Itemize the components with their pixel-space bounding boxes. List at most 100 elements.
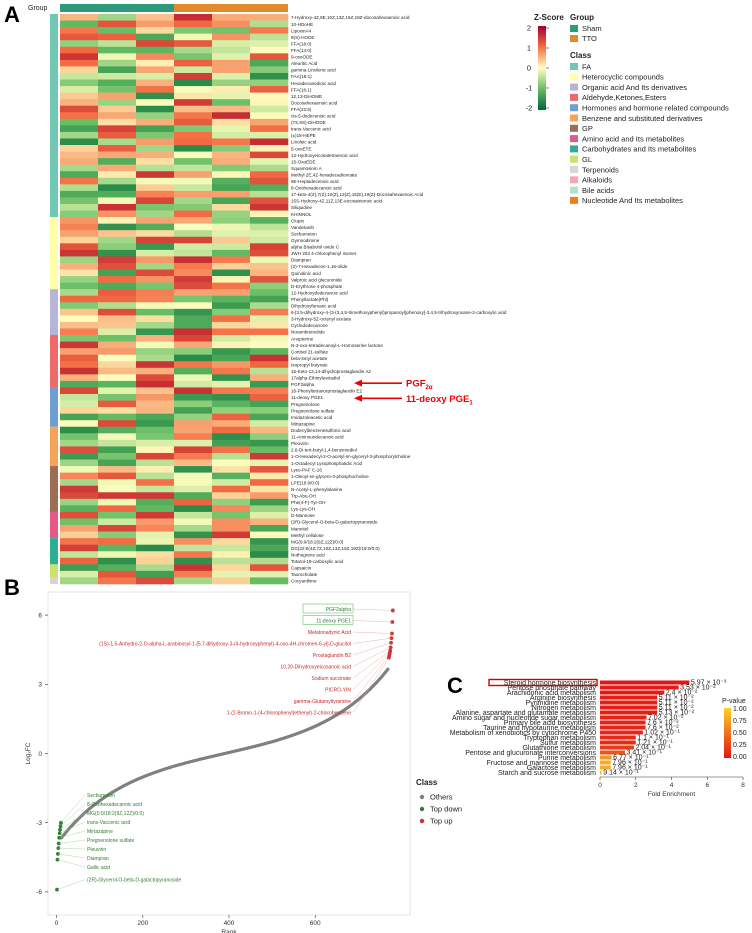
heatmap-cell (212, 125, 251, 133)
heatmap-cell (60, 177, 99, 185)
heatmap-cell (98, 92, 137, 100)
heatmap-cell (174, 439, 213, 447)
heatmap-cell (250, 525, 289, 532)
heatmap-row-label: Norambreinolide (291, 330, 325, 335)
class-legend-label: Carbohydrates and Its metabolites (582, 145, 696, 154)
pvalue-colorbar (724, 708, 731, 758)
heatmap-cell (250, 223, 289, 231)
colorbar-tick-label: 1 (527, 44, 531, 53)
heatmap-cell (136, 525, 175, 532)
heatmap-cell (174, 544, 213, 552)
heatmap-row-label: Valproic acid glucuronide (291, 277, 342, 282)
group-bar-cell (174, 4, 212, 12)
heatmap-cell (98, 177, 137, 185)
heatmap-cell (98, 79, 137, 87)
heatmap-cell (174, 59, 213, 67)
heatmap-cell (250, 177, 289, 185)
heatmap-row-label: Imidazoleacetic acid (291, 415, 333, 420)
heatmap-cell (136, 341, 175, 349)
heatmap-cell (212, 354, 251, 362)
pvalue-label: 2.04 × 10⁻¹ (635, 745, 671, 752)
heatmap-cell (174, 387, 213, 395)
heatmap-cell (98, 236, 137, 244)
heatmap-cell (212, 335, 251, 342)
heatmap-cell (174, 479, 213, 487)
heatmap-cell (174, 315, 213, 323)
heatmap-cell (212, 400, 251, 408)
heatmap-cell (98, 367, 137, 375)
heatmap-cell (60, 72, 99, 80)
heatmap-cell (136, 112, 175, 120)
heatmap-highlight-arrows: PGF2α 11-deoxy PGE1 (354, 379, 473, 406)
heatmap-cell (212, 46, 251, 54)
top-up-leader (352, 655, 390, 702)
y-tick-label: -6 (36, 889, 42, 896)
heatmap-cell (136, 511, 175, 519)
heatmap-cell (212, 256, 251, 264)
top-down-label: Diampran (87, 856, 109, 862)
heatmap-cell (98, 511, 137, 519)
heatmap-cell (174, 145, 213, 152)
heatmap-cell (136, 171, 175, 179)
heatmap-cell (136, 302, 175, 310)
heatmap-cell (174, 348, 213, 355)
top-up-leader (352, 657, 390, 713)
heatmap-cell (212, 544, 251, 552)
heatmap-cell (250, 171, 289, 179)
enrichment-bar (600, 765, 611, 770)
pvalue-label: 1.21 × 10⁻¹ (637, 740, 673, 747)
heatmap-cell (212, 308, 251, 316)
heatmap-cell (136, 466, 175, 473)
heatmap-cell (212, 505, 251, 513)
heatmap-cell (250, 46, 289, 54)
heatmap-cell (250, 164, 289, 172)
heatmap-cell (250, 498, 289, 506)
heatmap-cell (98, 321, 137, 329)
heatmap-cell (250, 302, 289, 310)
heatmap-row-label: Siliquidine (291, 205, 312, 210)
heatmap-row-label: 8-Oxohexadecanoic acid (291, 186, 342, 191)
class-sidebar-block (50, 387, 58, 427)
heatmap-cell (250, 190, 289, 198)
heatmap-cell (174, 505, 213, 513)
enrichment-bar (600, 740, 636, 745)
heatmap-cell (174, 112, 213, 120)
heatmap-cell (250, 361, 289, 369)
heatmap-row-label: Phe(4-F)-Tyr-OH (291, 500, 325, 505)
heatmap-cell (60, 190, 99, 198)
x-tick-label: 8 (741, 782, 745, 789)
heatmap-cell (212, 466, 251, 473)
heatmap-cell (136, 66, 175, 74)
heatmap-row-label: trans-Vaccenic acid (291, 127, 331, 132)
heatmap-row-label: gamma-Linolenic acid (291, 68, 336, 73)
group-legend-title: Group (570, 13, 594, 22)
heatmap-cell (98, 105, 137, 113)
heatmap-cell (212, 452, 251, 460)
heatmap-cell (212, 328, 251, 336)
enrichment-bar (600, 715, 647, 720)
heatmap-cell (136, 400, 175, 408)
heatmap-row-label: DG(22:6(4Z,7Z,10Z,13Z,16Z,19Z)/18:0/0:0) (291, 546, 380, 551)
heatmap-cell (250, 138, 289, 146)
heatmap-row-label: FFA(18:0) (291, 41, 312, 46)
heatmap-cell (250, 197, 289, 205)
heatmap-cell (174, 276, 213, 283)
heatmap-cell (98, 33, 137, 41)
top-down-leader (58, 839, 86, 844)
heatmap-cell (98, 400, 137, 408)
heatmap-cell (212, 171, 251, 179)
heatmap-cell (174, 531, 213, 539)
heatmap-cell (250, 66, 289, 74)
heatmap-row-label: FFA(14:0) (291, 48, 312, 53)
top-down-leader (57, 853, 86, 859)
pvalue-label: 2.4 × 10⁻² (666, 690, 698, 697)
heatmap-cell (136, 348, 175, 355)
scatter-point-top-down (56, 846, 61, 850)
top-up-label: (1S)-1,5-Anhydro-2-O-alpha-L-arabinosyl-… (99, 641, 351, 647)
heatmap-cell (98, 407, 137, 414)
colorbar-tick-label: 2 (527, 24, 531, 33)
heatmap-cell (98, 151, 137, 159)
pvalue-label: 3.53 × 10⁻² (680, 685, 716, 692)
heatmap-cell (60, 525, 99, 532)
heatmap-cell (250, 413, 289, 421)
